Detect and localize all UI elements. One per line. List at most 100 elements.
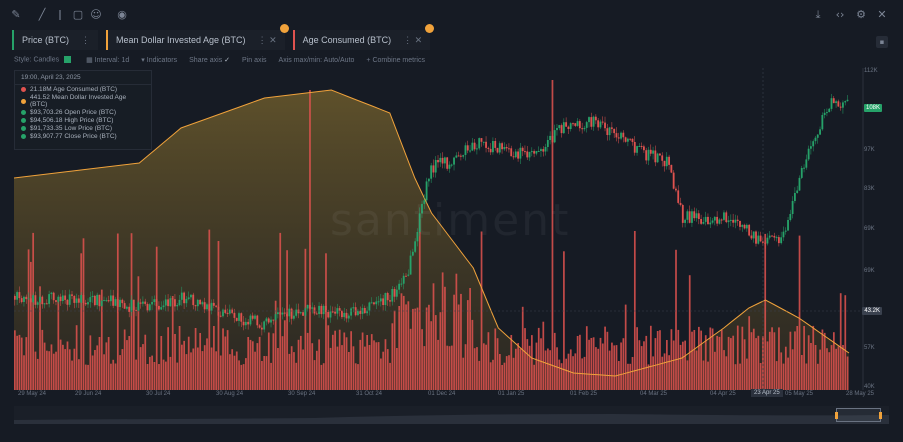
candle-body [631, 138, 634, 142]
candle-body [757, 235, 760, 244]
candle-body [453, 157, 455, 165]
candle-body [139, 302, 142, 304]
candle-body [228, 309, 231, 314]
navigator-left-handle[interactable] [835, 412, 838, 419]
candle-body [633, 142, 636, 153]
candle-body [846, 99, 849, 102]
age-consumed-bar [743, 339, 746, 390]
candle-body [684, 219, 686, 223]
candle-body [244, 321, 247, 326]
age-consumed-bar [688, 275, 691, 390]
download-icon[interactable]: ⤓ [815, 8, 821, 21]
pin-axis-toggle[interactable]: Pin axis [242, 56, 267, 64]
warning-badge [425, 24, 435, 33]
emoji-icon[interactable]: ☺ [90, 8, 102, 21]
age-consumed-bar [348, 352, 350, 390]
age-consumed-bar [677, 329, 680, 390]
age-consumed-bar [169, 356, 172, 390]
collapse-icon[interactable]: ▪ [876, 36, 888, 48]
metric-tab-age-consumed[interactable]: Age Consumed (BTC) ⋮ ✕ [292, 24, 435, 50]
line-icon[interactable]: ╱ [38, 8, 46, 21]
age-consumed-bar [425, 307, 428, 390]
remove-metric-icon[interactable]: ⋮ [81, 34, 90, 45]
share-axis-toggle[interactable]: Share axis ✓ [189, 57, 231, 64]
age-consumed-bar [302, 349, 304, 390]
candle-body [254, 315, 256, 319]
indicators-button[interactable]: ▾ Indicators [141, 57, 178, 64]
candle-body [125, 306, 128, 309]
eye-icon[interactable]: ◉ [117, 8, 127, 21]
age-consumed-bar [748, 316, 751, 390]
combine-metrics-button[interactable]: + Combine metrics [366, 56, 425, 64]
candle-body [299, 312, 302, 314]
embed-icon[interactable]: ‹› [835, 8, 845, 21]
age-consumed-bar [585, 326, 588, 390]
interval-select[interactable]: ▦ Interval: 1d [86, 57, 130, 64]
axis-max-min-select[interactable]: Axis max/min: Auto/Auto [278, 56, 355, 64]
candle-body [61, 295, 64, 301]
candle-body [418, 213, 421, 232]
pencil-icon[interactable]: ✎ [11, 8, 21, 21]
age-consumed-bar [311, 343, 314, 390]
age-consumed-bar [846, 356, 849, 390]
settings-icon[interactable]: ⚙ [856, 8, 866, 21]
candle-body [594, 116, 597, 121]
candle-body [439, 157, 442, 163]
metric-tab-price[interactable]: Price (BTC) ⋮ [12, 30, 98, 50]
age-consumed-bar [640, 346, 643, 390]
candle-body [828, 108, 831, 113]
age-consumed-bar [565, 358, 568, 390]
candle-body [121, 299, 124, 304]
age-consumed-bar [668, 355, 670, 390]
candle-body [27, 298, 30, 300]
note-icon[interactable]: ▢ [72, 8, 84, 21]
chart-area[interactable] [14, 68, 864, 390]
tooltip-row: $93,907.77 Close Price (BTC) [15, 132, 151, 140]
candle-body [597, 120, 600, 128]
navigator-window[interactable] [835, 408, 882, 422]
age-consumed-bar [542, 321, 545, 390]
candle-body [745, 224, 748, 229]
age-consumed-bar [636, 327, 638, 390]
age-consumed-bar [142, 344, 144, 390]
age-consumed-bar [508, 355, 510, 390]
age-consumed-bar [398, 306, 401, 390]
candle-body [810, 146, 812, 149]
remove-metric-icon[interactable]: ⋮ ✕ [257, 34, 277, 45]
age-consumed-bar [238, 360, 240, 390]
y-tick: 69K [864, 226, 875, 232]
age-consumed-bar [400, 293, 403, 390]
candle-body [25, 296, 28, 300]
x-tick: 04 Apr 25 [710, 391, 736, 397]
age-consumed-bar [441, 272, 444, 390]
age-consumed-bar [158, 364, 160, 390]
age-consumed-bar [622, 338, 625, 390]
candle-body [423, 200, 426, 204]
age-consumed-bar [814, 345, 817, 390]
candle-body [803, 167, 805, 169]
navigator-right-handle[interactable] [879, 412, 882, 419]
time-navigator[interactable] [14, 406, 889, 424]
candle-body [704, 216, 707, 222]
age-consumed-bar [162, 359, 165, 390]
age-consumed-bar [434, 315, 437, 390]
text-icon[interactable]: ǀ [58, 8, 62, 21]
age-consumed-bar [652, 356, 654, 390]
age-consumed-bar [581, 358, 584, 390]
candle-body [702, 222, 705, 224]
remove-metric-icon[interactable]: ⋮ ✕ [403, 34, 423, 45]
metric-tab-mdia[interactable]: Mean Dollar Invested Age (BTC) ⋮ ✕ [106, 24, 289, 50]
candle-body [789, 214, 792, 220]
age-consumed-bar [558, 359, 561, 390]
age-consumed-bar [107, 337, 110, 390]
close-icon[interactable]: ✕ [877, 8, 887, 21]
age-consumed-bar [258, 336, 261, 390]
age-consumed-bar [343, 332, 346, 390]
chart-canvas[interactable] [14, 68, 864, 390]
candle-body [334, 311, 336, 314]
tooltip-date: 19:00, April 23, 2025 [15, 71, 151, 85]
style-select[interactable]: Style: Candles [14, 56, 74, 64]
candle-body [363, 308, 366, 314]
candle-body [691, 211, 693, 223]
candle-body [105, 300, 108, 302]
